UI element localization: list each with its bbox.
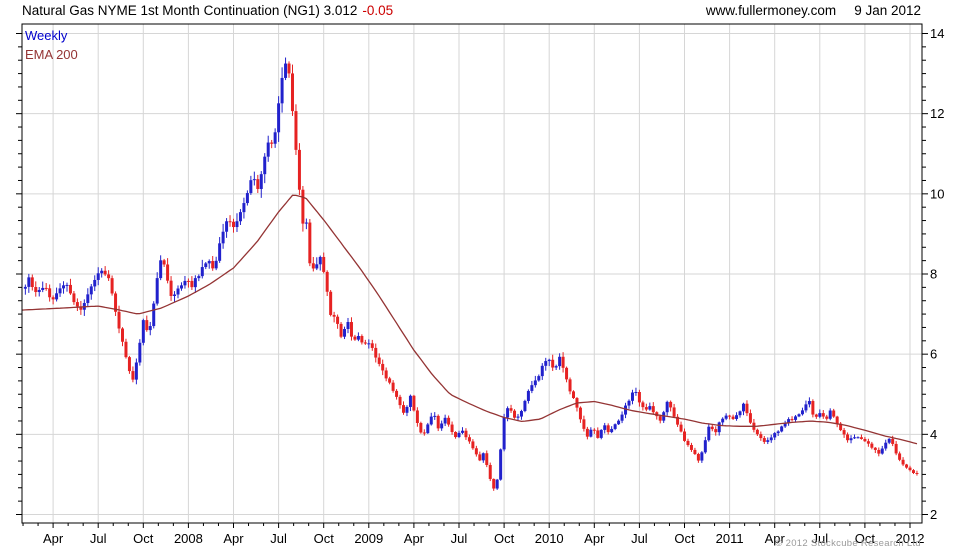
svg-text:14: 14: [930, 26, 944, 41]
legend-ema-label: EMA 200: [25, 47, 78, 62]
svg-text:Jul: Jul: [451, 531, 468, 546]
date-text: 9 Jan 2012: [854, 3, 921, 18]
svg-text:Apr: Apr: [43, 531, 64, 546]
svg-text:Jul: Jul: [270, 531, 287, 546]
svg-text:Apr: Apr: [584, 531, 605, 546]
y-axis-labels: 2 4 6 8 10 12 14: [930, 26, 944, 522]
axis-ticks: [16, 33, 928, 528]
svg-text:Jul: Jul: [631, 531, 648, 546]
chart-header: Natural Gas NYME 1st Month Continuation …: [22, 3, 393, 18]
candles-layer: [23, 57, 919, 491]
svg-text:Oct: Oct: [314, 531, 335, 546]
chart-title: Natural Gas NYME 1st Month Continuation …: [22, 3, 358, 18]
legend-weekly-label: Weekly: [25, 28, 68, 43]
x-axis-labels: Apr Jul Oct 2008 Apr Jul Oct 2009 Apr Jul Oct 2010 A…: [43, 531, 924, 546]
svg-text:Apr: Apr: [765, 531, 786, 546]
svg-text:Oct: Oct: [133, 531, 154, 546]
svg-text:2009: 2009: [354, 531, 383, 546]
svg-text:8: 8: [930, 266, 937, 281]
svg-text:2011: 2011: [716, 531, 744, 546]
price-change: -0.05: [362, 3, 394, 18]
svg-text:Apr: Apr: [223, 531, 244, 546]
svg-text:Oct: Oct: [855, 531, 876, 546]
svg-text:Jul: Jul: [811, 531, 828, 546]
svg-text:Apr: Apr: [404, 531, 425, 546]
copyright-text: © 2012 Stockcube Research Ltd: [775, 538, 921, 549]
svg-text:Jul: Jul: [90, 531, 107, 546]
svg-text:12: 12: [930, 106, 944, 121]
chart-legend: Weekly EMA 200: [25, 26, 78, 64]
website-text: www.fullermoney.com: [705, 3, 837, 18]
svg-text:Oct: Oct: [494, 531, 515, 546]
svg-text:6: 6: [930, 347, 937, 362]
svg-text:Oct: Oct: [674, 531, 695, 546]
svg-text:2010: 2010: [535, 531, 564, 546]
svg-text:10: 10: [930, 186, 944, 201]
svg-text:2012: 2012: [896, 531, 925, 546]
svg-text:2: 2: [930, 507, 937, 522]
svg-text:2008: 2008: [174, 531, 203, 546]
ema-line: [21, 194, 918, 445]
svg-text:4: 4: [930, 427, 937, 442]
chart-header-right: www.fullermoney.com 9 Jan 2012: [706, 3, 921, 18]
